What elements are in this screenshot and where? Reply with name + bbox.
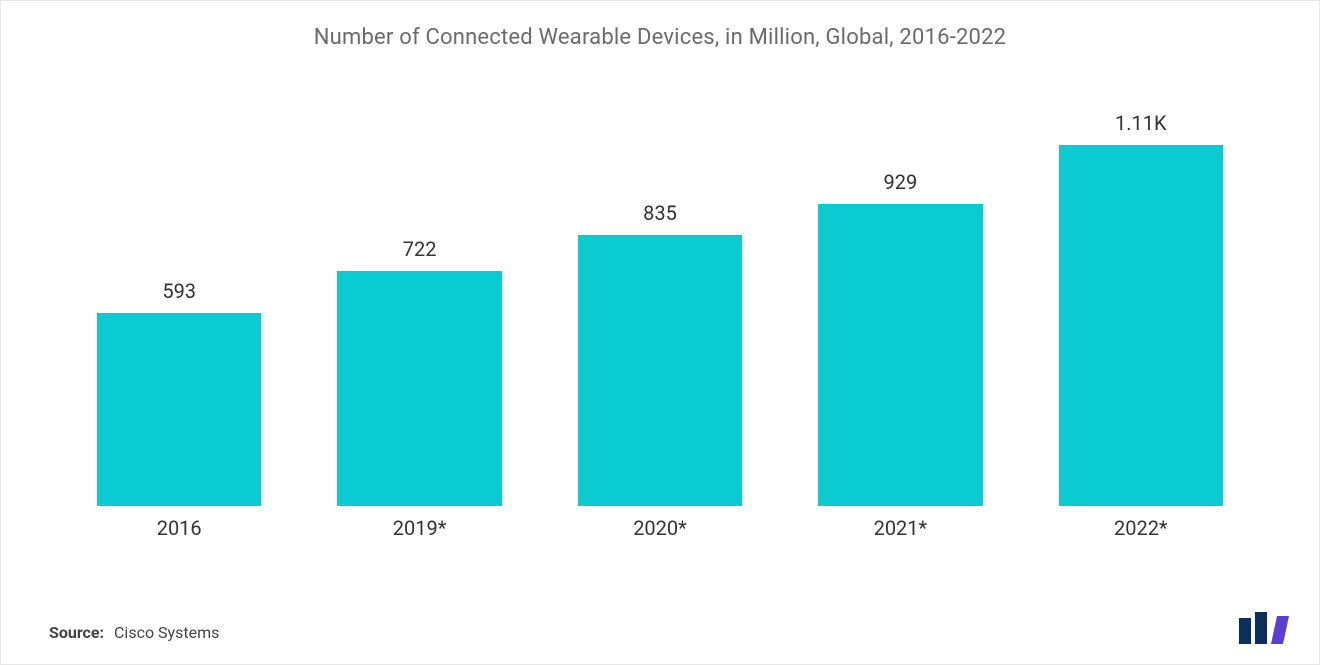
bar-value-label: 722 (403, 237, 437, 261)
bar-value-label: 1.11K (1115, 111, 1167, 135)
bar-value-label: 835 (643, 201, 677, 225)
source-label: Source: (49, 623, 104, 642)
source-text: Cisco Systems (114, 623, 219, 642)
bar-group: 722 2019* (311, 237, 527, 540)
chart-container: Number of Connected Wearable Devices, in… (1, 1, 1319, 664)
bar-group: 593 2016 (71, 279, 287, 540)
bar (97, 313, 261, 506)
chart-plot-area: 593 2016 722 2019* 835 2020* 929 2021* 1.11K 2022… (49, 70, 1271, 540)
bar-value-label: 929 (884, 170, 918, 194)
bar-category-label: 2020* (633, 516, 687, 540)
source-footer: Source: Cisco Systems (49, 623, 219, 642)
bar (578, 235, 742, 506)
bar-category-label: 2016 (157, 516, 202, 540)
chart-title: Number of Connected Wearable Devices, in… (49, 25, 1271, 50)
bar-group: 1.11K 2022* (1033, 111, 1249, 540)
bar-group: 835 2020* (552, 201, 768, 540)
brand-logo-icon (1237, 610, 1293, 646)
bar-category-label: 2022* (1114, 516, 1168, 540)
bar-value-label: 593 (162, 279, 196, 303)
bar-group: 929 2021* (792, 170, 1008, 540)
bar (818, 204, 982, 506)
bar-category-label: 2021* (874, 516, 928, 540)
bar (1059, 145, 1223, 506)
bar-category-label: 2019* (393, 516, 447, 540)
bar (337, 271, 501, 506)
